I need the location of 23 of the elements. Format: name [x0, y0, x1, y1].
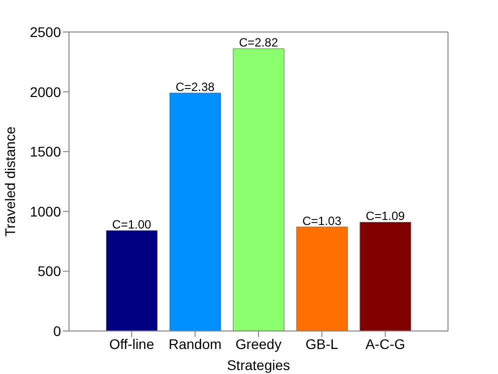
y-tick-label: 2500 — [30, 24, 62, 40]
y-tick-label: 1500 — [30, 144, 62, 160]
bar — [296, 226, 348, 331]
x-axis-title: Strategies — [226, 357, 290, 373]
x-tick-label: A-C-G — [365, 336, 406, 352]
annotation: C=1.03 — [302, 214, 342, 228]
bar — [169, 92, 221, 331]
y-tick-label: 0 — [53, 322, 62, 339]
annotation: C=2.38 — [176, 80, 215, 94]
x-tick-label: Random — [168, 336, 222, 352]
bar — [232, 48, 284, 331]
annotation: C=2.82 — [238, 36, 278, 50]
y-tick-label: 1000 — [30, 203, 62, 220]
bar — [106, 230, 158, 331]
x-tick-label: GB-L — [306, 336, 338, 352]
x-tick-label: Greedy — [236, 336, 282, 352]
y-tick-label: 2000 — [30, 84, 62, 100]
y-axis-title: Traveled distance — [2, 126, 18, 236]
x-tick-label: Off-line — [109, 336, 154, 352]
y-tick-label: 500 — [38, 263, 62, 280]
annotation: C=1.09 — [366, 209, 406, 224]
annotation: C=1.00 — [112, 218, 152, 232]
bar — [360, 222, 412, 331]
